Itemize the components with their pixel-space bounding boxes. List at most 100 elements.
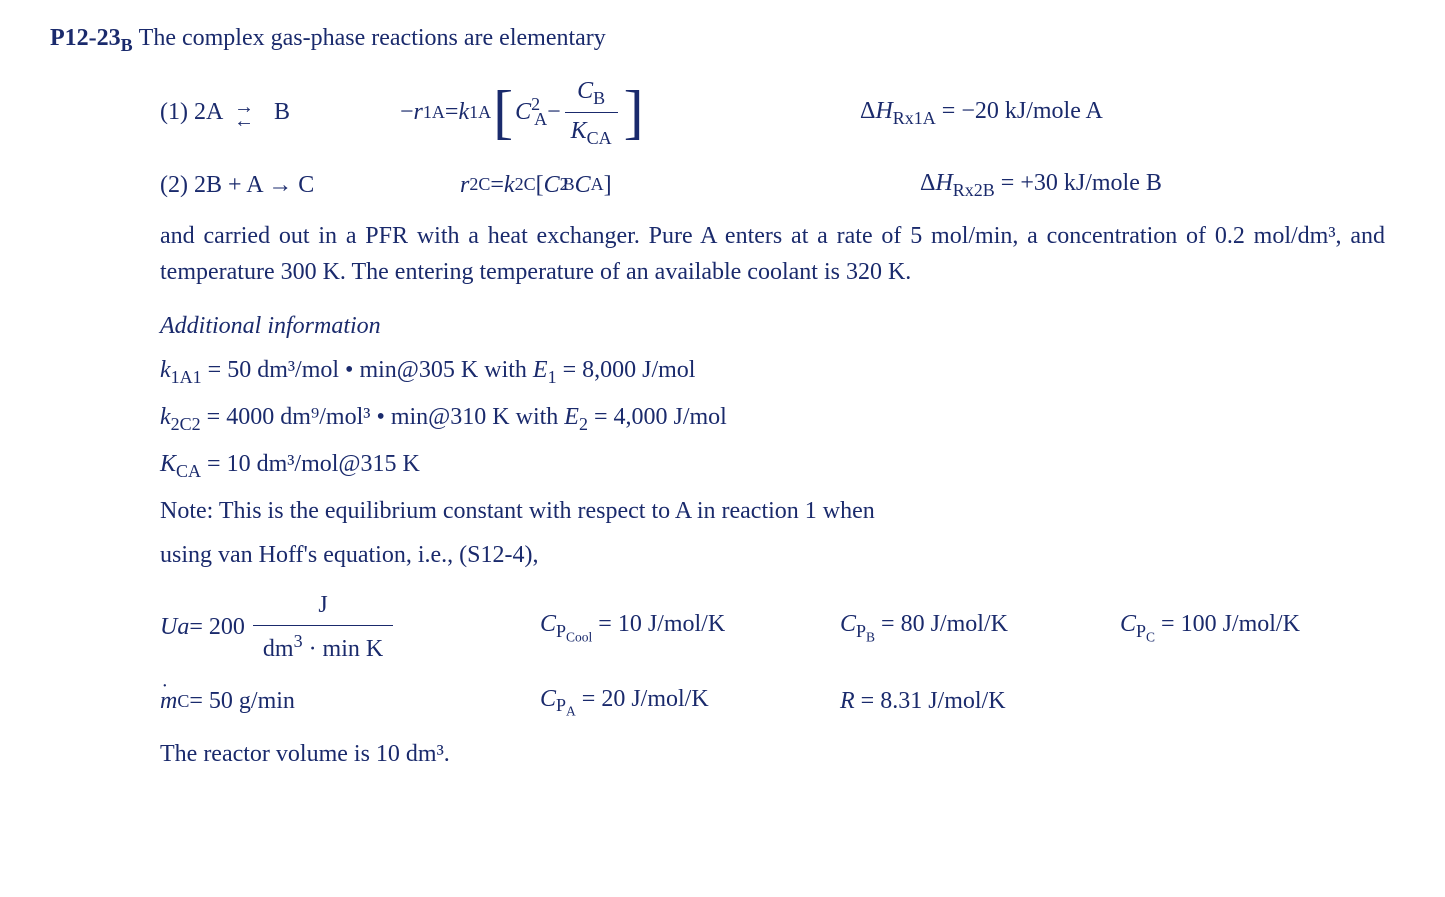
r2-k-sub: 2C: [515, 171, 536, 198]
problem-header: P12-23B The complex gas-phase reactions …: [50, 20, 1385, 59]
r1-CB-sub: B: [593, 88, 605, 108]
CpA-val: = 20 J/mol/K: [576, 686, 709, 712]
reaction-1: (1) 2A → ← B − r1A = k1A [ C2A − CB KCA …: [160, 73, 1385, 152]
reaction-1-equation: (1) 2A → ← B: [160, 94, 400, 130]
right-bracket-icon: ]: [624, 82, 644, 142]
r2-r: r: [460, 167, 469, 203]
CpA-sub: PA: [556, 695, 576, 715]
r2-CA-sub: A: [591, 171, 604, 198]
note-line-1: Note: This is the equilibrium constant w…: [160, 493, 1385, 529]
r2-CA: C: [575, 167, 591, 203]
reaction-1-enthalpy: ΔHRx1A = −20 kJ/mole A: [860, 93, 1385, 132]
mc-val: = 50 g/min: [189, 683, 295, 719]
r1-delta: Δ: [860, 98, 875, 124]
CpA-P: P: [556, 695, 566, 715]
r1-CB: C: [577, 78, 593, 104]
param-Ua: Ua = 200 J dm3 · min K: [160, 587, 540, 667]
reaction-2-enthalpy: ΔHRx2B = +30 kJ/mole B: [920, 165, 1385, 204]
CpB-sub: PB: [856, 621, 875, 641]
info-line-k1: k1A1 = 50 dm³/mol • min@305 K with E1 = …: [160, 352, 1385, 391]
param-CpA: CPA = 20 J/mol/K: [540, 681, 840, 723]
r2-k: k: [504, 167, 515, 203]
CpB-P: P: [856, 621, 866, 641]
CpA-A: A: [566, 704, 576, 719]
info-line-KCA: KCA = 10 dm³/mol@315 K: [160, 446, 1385, 485]
R-val: = 8.31 J/mol/K: [855, 688, 1006, 714]
reaction-2: (2) 2B + A → C r2C = k2C [ C2B CA ] ΔHRx…: [160, 165, 1385, 204]
reaction-2-equation: (2) 2B + A → C: [160, 167, 400, 203]
CpC-val: = 100 J/mol/K: [1155, 611, 1300, 637]
k2-rest1: = 4000 dm⁹/mol³ • min@310 K with: [201, 404, 565, 430]
mc-sub: C: [177, 688, 189, 715]
r1-KCA: K: [571, 118, 587, 144]
r2-delta: Δ: [920, 170, 935, 196]
problem-id-sub: B: [121, 35, 133, 55]
r2-close: ]: [604, 167, 612, 203]
Ua-num: J: [253, 587, 393, 623]
r1-H: H: [875, 98, 892, 124]
additional-info-header: Additional information: [160, 308, 1385, 344]
Ua-den: dm3 · min K: [253, 628, 393, 667]
CpA-C: C: [540, 686, 556, 712]
mc-m: m: [160, 683, 177, 719]
CpCool-sub: PCool: [556, 621, 592, 641]
params-row-2: mC = 50 g/min CPA = 20 J/mol/K R = 8.31 …: [160, 681, 1385, 723]
param-R: R = 8.31 J/mol/K: [840, 683, 1120, 719]
r1-dH-val: = −20 kJ/mole A: [936, 98, 1103, 124]
Ua-unit-fraction: J dm3 · min K: [253, 587, 393, 667]
k1-rest1: = 50 dm³/mol • min@305 K with: [202, 357, 533, 383]
k1-k: k: [160, 357, 171, 383]
param-mc: mC = 50 g/min: [160, 683, 540, 719]
r1-neg: −: [400, 94, 414, 130]
r1-r: r: [414, 94, 423, 130]
k1-E: E: [533, 357, 548, 383]
CpCool-cool: Cool: [566, 629, 592, 644]
k2-k: k: [160, 404, 171, 430]
k2-E-sub: 2: [579, 414, 588, 434]
CpB-val: = 80 J/mol/K: [875, 611, 1008, 637]
fraction-rule-icon: [253, 625, 393, 626]
Ua-den-pre: dm: [263, 636, 294, 662]
Ua-den-sup: 3: [294, 631, 303, 651]
r2-open: [: [536, 167, 544, 203]
r1-frac-num: CB: [565, 73, 618, 113]
problem-id-main: P12-23: [50, 25, 121, 51]
k2-rest2: = 4,000 J/mol: [588, 404, 727, 430]
Ua-eq: = 200: [189, 609, 245, 645]
r2-dH-val: = +30 kJ/mole B: [995, 170, 1162, 196]
r1-fraction: CB KCA: [565, 73, 618, 152]
R-lhs: R: [840, 688, 855, 714]
param-CpB: CPB = 80 J/mol/K: [840, 606, 1120, 648]
Ua-lhs: Ua: [160, 609, 189, 645]
r2-eq: =: [490, 167, 504, 203]
description-paragraph: and carried out in a PFR with a heat exc…: [160, 218, 1385, 290]
k1-E-sub: 1: [548, 367, 557, 387]
CpC-Csub: C: [1146, 629, 1155, 644]
k2-sub: 2C2: [171, 414, 201, 434]
r1-KCA-sub: CA: [587, 127, 612, 147]
r2-r-sub: 2C: [469, 171, 490, 198]
k2-E: E: [564, 404, 579, 430]
CpCool-C: C: [540, 611, 556, 637]
param-CpC: CPC = 100 J/mol/K: [1120, 606, 1385, 648]
info-line-k2: k2C2 = 4000 dm⁹/mol³ • min@310 K with E2…: [160, 399, 1385, 438]
problem-id: P12-23B: [50, 25, 139, 51]
reaction-1-rate: − r1A = k1A [ C2A − CB KCA ]: [400, 73, 860, 152]
CpB-B: B: [866, 629, 875, 644]
KCA-rest: = 10 dm³/mol@315 K: [201, 451, 420, 477]
CpB-C: C: [840, 611, 856, 637]
r1-lead-after: B: [274, 99, 290, 125]
r1-k-sub: 1A: [469, 99, 491, 126]
r1-r-sub: 1A: [423, 99, 445, 126]
final-line: The reactor volume is 10 dm³.: [160, 736, 1385, 772]
Ua-den-post: · min K: [303, 636, 384, 662]
equilibrium-arrows-icon: → ←: [234, 100, 262, 128]
r1-dH-sub: Rx1A: [893, 107, 936, 127]
r1-frac-den: KCA: [565, 113, 618, 152]
k1-sub: 1A1: [171, 367, 202, 387]
KCA-K: K: [160, 451, 176, 477]
r1-CA: C: [515, 99, 531, 125]
CpC-C: C: [1120, 611, 1136, 637]
reaction-2-rate: r2C = k2C [ C2B CA ]: [400, 167, 920, 203]
KCA-sub: CA: [176, 461, 201, 481]
